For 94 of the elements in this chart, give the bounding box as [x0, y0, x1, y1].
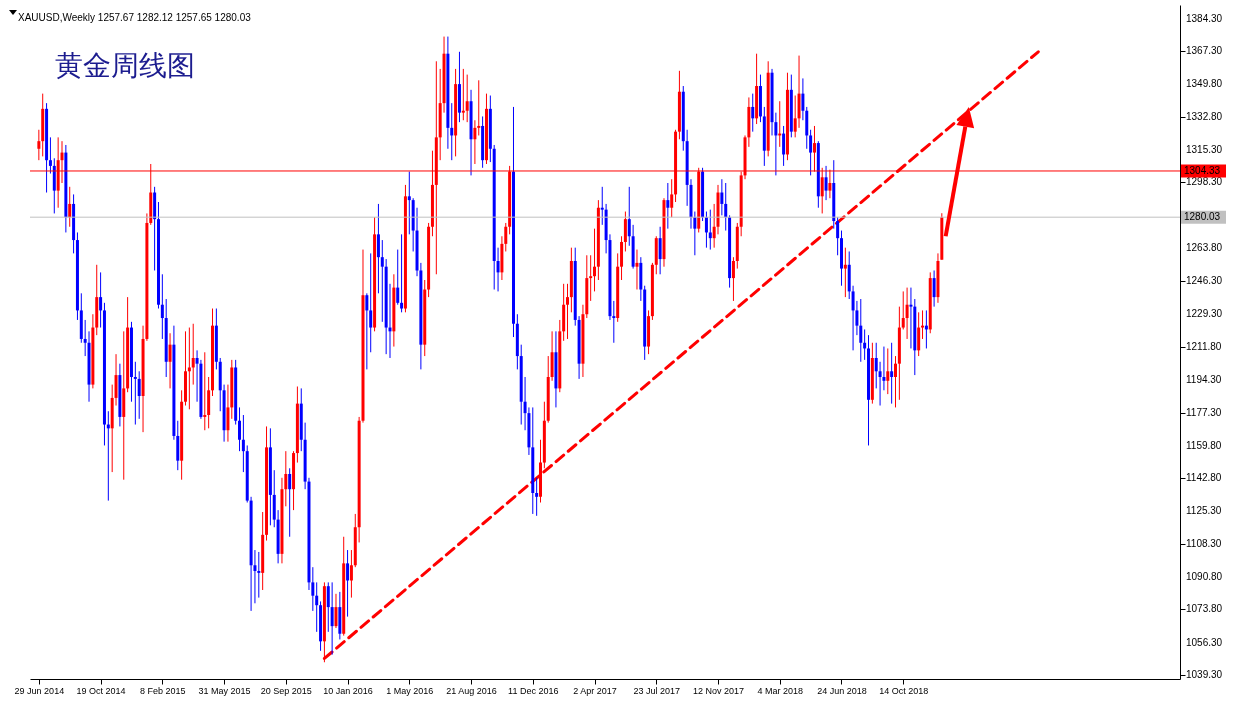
y-tick-label: 1298.30 — [1186, 176, 1223, 188]
x-tick-label: 21 Aug 2016 — [446, 685, 497, 696]
candlestick — [905, 287, 909, 340]
candlestick — [658, 226, 662, 275]
candlestick — [238, 406, 242, 452]
x-tick-label: 19 Oct 2014 — [76, 685, 126, 696]
y-tick-label: 1384.30 — [1186, 12, 1223, 24]
candlestick — [400, 233, 404, 313]
y-tick-label: 1159.80 — [1186, 439, 1222, 451]
candlestick — [241, 414, 245, 473]
x-tick-label: 11 Dec 2016 — [508, 685, 559, 696]
candlestick — [99, 271, 103, 329]
y-tick-label: 1211.80 — [1186, 340, 1222, 352]
candlestick — [623, 211, 627, 252]
y-tick-label: 1332.80 — [1186, 110, 1223, 122]
candlestick — [380, 239, 384, 323]
candlestick — [635, 249, 639, 291]
candlestick — [843, 247, 847, 298]
candlestick — [315, 581, 319, 633]
y-tick-label: 1263.80 — [1186, 242, 1223, 254]
x-tick-label: 1 May 2016 — [386, 685, 434, 696]
candlestick — [731, 256, 735, 302]
candlestick — [909, 287, 913, 349]
y-tick-label: 1229.30 — [1186, 307, 1223, 319]
y-tick-label: 1315.30 — [1186, 144, 1223, 156]
candlestick — [859, 298, 863, 363]
candlestick — [782, 125, 786, 167]
ref-line-label: 1280.03 — [1184, 211, 1221, 223]
candlestick — [589, 254, 593, 302]
x-tick-label: 10 Jan 2016 — [323, 685, 373, 696]
candlestick — [330, 581, 334, 656]
y-tick-label: 1039.30 — [1186, 669, 1223, 681]
candlestick — [809, 129, 813, 176]
candlestick — [751, 93, 755, 133]
y-tick-label: 1090.80 — [1186, 571, 1223, 583]
candlestick — [473, 119, 477, 165]
x-tick-label: 23 Jul 2017 — [633, 685, 681, 696]
x-tick-label: 24 Jun 2018 — [817, 685, 867, 696]
x-tick-label: 12 Nov 2017 — [692, 685, 745, 696]
candlestick — [566, 283, 570, 340]
candlestick — [670, 178, 674, 218]
candlestick — [376, 203, 380, 294]
y-tick-label: 1142.80 — [1186, 472, 1222, 484]
candlestick — [465, 74, 469, 123]
candlestick — [921, 309, 925, 340]
y-tick-label: 1194.30 — [1186, 374, 1222, 386]
y-tick-label: 1246.30 — [1186, 275, 1223, 287]
y-tick-label: 1367.30 — [1186, 45, 1223, 57]
candlestick — [724, 182, 728, 232]
candlestick — [133, 361, 137, 426]
candlestick — [288, 467, 292, 538]
candlestick — [535, 477, 539, 517]
candlestick — [168, 332, 172, 389]
x-tick-label: 14 Oct 2018 — [879, 685, 929, 696]
x-tick-label: 4 Mar 2018 — [757, 685, 804, 696]
candlestick — [886, 347, 890, 395]
candlestick — [824, 165, 828, 201]
candlestick — [48, 136, 52, 174]
y-tick-label: 1349.80 — [1186, 78, 1223, 90]
x-tick-label: 2 Apr 2017 — [573, 685, 617, 696]
y-tick-label: 1177.30 — [1186, 406, 1222, 418]
candlestick — [720, 178, 724, 216]
candlestick — [461, 68, 465, 121]
y-tick-label: 1073.80 — [1186, 603, 1223, 615]
candlestick — [836, 216, 840, 256]
x-tick-label: 31 May 2015 — [198, 685, 251, 696]
candlestick — [137, 370, 141, 420]
candlestick — [160, 273, 164, 340]
x-tick-label: 8 Feb 2015 — [140, 685, 186, 696]
x-tick-label: 29 Jun 2014 — [14, 685, 65, 696]
candlestick — [191, 323, 195, 386]
candlestick — [593, 228, 597, 292]
ref-line-label: 1304.33 — [1184, 164, 1221, 176]
candlestick — [349, 549, 353, 599]
y-tick-label: 1056.30 — [1186, 636, 1223, 648]
candlestick — [708, 209, 712, 251]
candlestick — [396, 249, 400, 306]
candlestick — [334, 593, 338, 629]
x-tick-label: 20 Sep 2015 — [260, 685, 312, 696]
candlestick — [894, 355, 898, 408]
candlestick — [704, 211, 708, 249]
candlestick — [917, 311, 921, 357]
text: XAUUSD,Weekly 1257.67 1282.12 1257.65 1280.03 — [18, 12, 252, 23]
annotation: 黄金周线图 — [55, 50, 195, 81]
candlestick — [407, 171, 411, 235]
candlestick — [68, 186, 72, 228]
candlestick — [932, 269, 936, 308]
candlestick — [365, 292, 369, 370]
y-tick-label: 1108.30 — [1186, 537, 1222, 549]
candlestick — [890, 342, 894, 405]
candlestick — [666, 182, 670, 230]
candlestick — [257, 551, 261, 599]
candlestick — [203, 351, 207, 431]
y-tick-label: 1125.30 — [1186, 505, 1222, 517]
